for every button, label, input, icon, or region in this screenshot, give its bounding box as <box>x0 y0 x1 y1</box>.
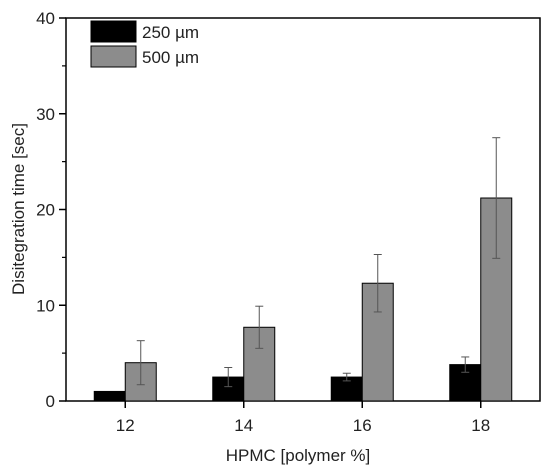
plot-frame <box>65 17 541 402</box>
legend-swatch-500 <box>90 45 137 68</box>
legend-label-500: 500 µm <box>142 48 199 67</box>
y-axis-title: Disitegration time [sec] <box>9 123 28 295</box>
x-axis-title: HPMC [polymer %] <box>226 446 371 465</box>
x-tick-label-1: 14 <box>234 416 253 435</box>
x-tick-label-0: 12 <box>116 416 135 435</box>
x-tick-label-2: 16 <box>353 416 372 435</box>
legend-label-250: 250 µm <box>142 23 199 42</box>
legend: 250 µm 500 µm <box>90 20 199 68</box>
plot-area: 0 10 20 30 40 12 14 16 18 <box>36 9 541 435</box>
x-tick-label-3: 18 <box>471 416 490 435</box>
y-tick-label-2: 20 <box>36 201 55 220</box>
legend-swatch-250 <box>90 20 137 43</box>
y-tick-label-1: 10 <box>36 296 55 315</box>
y-tick-label-4: 40 <box>36 9 55 28</box>
y-tick-label-0: 0 <box>46 392 55 411</box>
y-tick-label-3: 30 <box>36 105 55 124</box>
bar-250m-12 <box>93 390 126 402</box>
